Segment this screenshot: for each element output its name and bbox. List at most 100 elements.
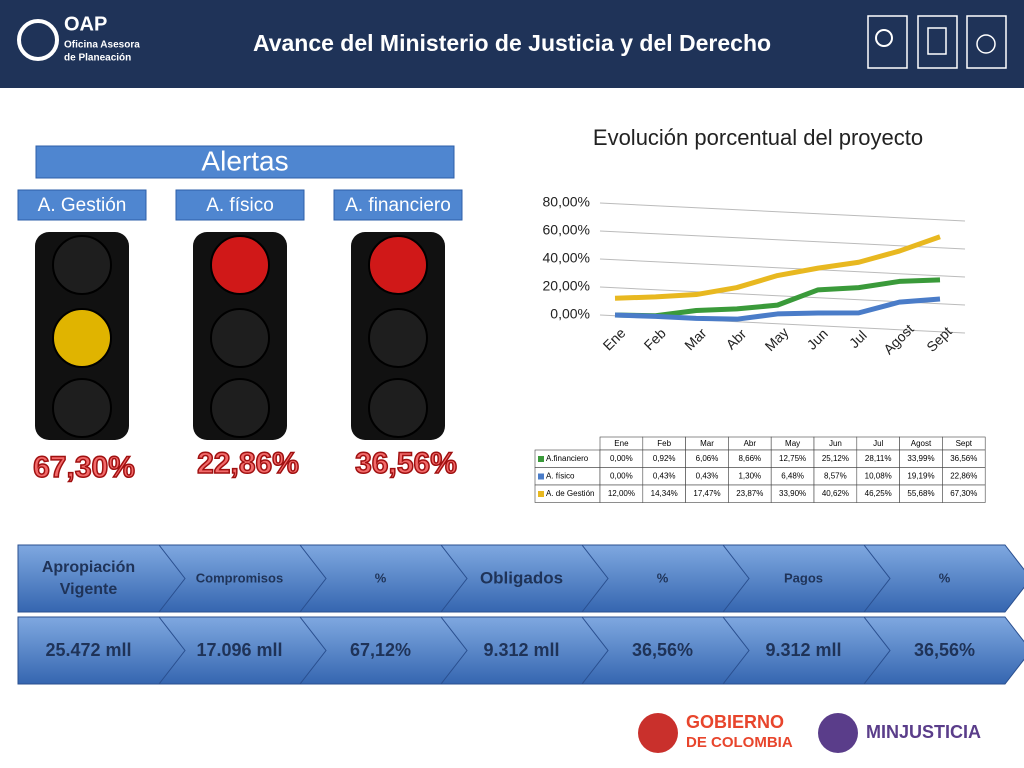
alert-label-box <box>333 189 463 221</box>
table-value: 67,30% <box>950 489 977 498</box>
table-header: Jul <box>873 439 883 448</box>
alert-percent: 67,30% <box>33 451 135 484</box>
target-glyph <box>976 34 996 54</box>
pipeline-value: 9.312 mll <box>483 640 559 660</box>
x-tick-label: May <box>762 324 792 354</box>
grid-line <box>599 230 966 250</box>
pipeline-header: Compromisos <box>196 570 283 585</box>
x-tick-label: Mar <box>681 325 710 354</box>
page-title: Avance del Ministerio de Justicia y del … <box>253 30 771 56</box>
table-header: Jun <box>829 439 842 448</box>
logo-line: de Planeación <box>64 53 131 64</box>
search-icon[interactable] <box>867 15 908 69</box>
table-header: Mar <box>700 439 714 448</box>
series-line <box>614 277 941 319</box>
target-icon[interactable] <box>966 15 1007 69</box>
table-value: 10,08% <box>865 472 892 481</box>
table-value: 23,87% <box>736 489 763 498</box>
alert-label: A. Gestión <box>38 195 127 216</box>
table-value: 14,34% <box>651 489 678 498</box>
lamp <box>210 235 270 295</box>
minjusticia-text: MINJUSTICIA <box>866 722 981 742</box>
logo-text: OAP <box>64 13 107 35</box>
table-value: 19,19% <box>907 472 934 481</box>
alert-label-box <box>175 189 305 221</box>
y-tick-label: 20,00% <box>543 278 590 294</box>
table-value: 46,25% <box>865 489 892 498</box>
alert-percent: 22,86% <box>197 447 299 480</box>
x-tick-label: Sept <box>923 323 955 355</box>
y-tick-label: 60,00% <box>543 222 590 238</box>
pipeline-header: % <box>657 570 669 585</box>
logo-icon <box>17 19 59 61</box>
table-value: 8,57% <box>824 472 847 481</box>
gobierno-text: DE COLOMBIA <box>686 734 793 751</box>
series-line <box>614 296 941 322</box>
lamp <box>368 378 428 438</box>
table-value: 0,00% <box>610 454 633 463</box>
gobierno-seal <box>638 713 678 753</box>
grid-line <box>599 258 966 278</box>
x-tick-label: Abr <box>723 325 750 352</box>
legend-label: A.financiero <box>546 454 589 463</box>
pipeline-value: 67,12% <box>350 640 411 660</box>
y-tick-label: 0,00% <box>550 306 590 322</box>
logo-line: Oficina Asesora <box>64 40 140 51</box>
grid-line <box>599 202 966 222</box>
pipeline-value: 9.312 mll <box>765 640 841 660</box>
lamp <box>368 235 428 295</box>
lamp <box>210 378 270 438</box>
x-tick-label: Feb <box>641 325 670 354</box>
search-glyph <box>875 29 893 47</box>
table-value: 22,86% <box>950 472 977 481</box>
x-tick-label: Jul <box>846 327 870 351</box>
table-value: 1,30% <box>738 472 761 481</box>
chevron <box>17 544 186 613</box>
table-value: 8,66% <box>738 454 761 463</box>
alert-label: A. físico <box>206 195 274 216</box>
legend-swatch <box>538 456 544 462</box>
lamp <box>368 308 428 368</box>
table-value: 6,06% <box>696 454 719 463</box>
legend-swatch <box>538 473 544 480</box>
table-header: Agost <box>911 439 932 448</box>
table-value: 40,62% <box>822 489 849 498</box>
pipeline-header: % <box>939 570 951 585</box>
chart-title: Evolución porcentual del proyecto <box>593 125 923 150</box>
pipeline-value: 36,56% <box>632 640 693 660</box>
lamp <box>210 308 270 368</box>
table-value: 25,12% <box>822 454 849 463</box>
table-value: 36,56% <box>950 454 977 463</box>
pipeline-value: 36,56% <box>914 640 975 660</box>
table-value: 33,99% <box>907 454 934 463</box>
table-value: 12,75% <box>779 454 806 463</box>
table-header: Abr <box>744 439 757 448</box>
alert-label-box <box>17 189 147 221</box>
legend-label: A. físico <box>546 472 575 481</box>
table-header: Feb <box>657 439 671 448</box>
table-value: 17,47% <box>693 489 720 498</box>
table-cell <box>942 484 986 503</box>
table-value: 33,90% <box>779 489 806 498</box>
alert-label: A. financiero <box>345 195 451 216</box>
x-tick-label: Agost <box>880 321 917 358</box>
table-value: 0,00% <box>610 472 633 481</box>
header-bar <box>0 0 1024 88</box>
table-header: Sept <box>956 439 973 448</box>
chart: Evolución porcentual del proyecto 0,00% 20… <box>534 125 986 503</box>
x-tick-label: Jun <box>804 325 831 352</box>
pipeline-value: 17.096 mll <box>196 640 282 660</box>
x-tick-label: Ene <box>600 324 629 353</box>
table-header: May <box>785 439 800 448</box>
gobierno-text: GOBIERNO <box>686 712 784 732</box>
alerts-banner <box>35 145 455 179</box>
pipeline-header: % <box>375 570 387 585</box>
minjusticia-seal <box>818 713 858 753</box>
report-icon[interactable] <box>917 15 958 69</box>
pipeline: Apropiación Vigente 25.472 mll Compromisos 1… <box>17 544 1024 685</box>
series-line <box>614 234 941 301</box>
alert-percent: 36,56% <box>355 447 457 480</box>
y-tick-label: 80,00% <box>543 194 590 210</box>
y-tick-label: 40,00% <box>543 250 590 266</box>
